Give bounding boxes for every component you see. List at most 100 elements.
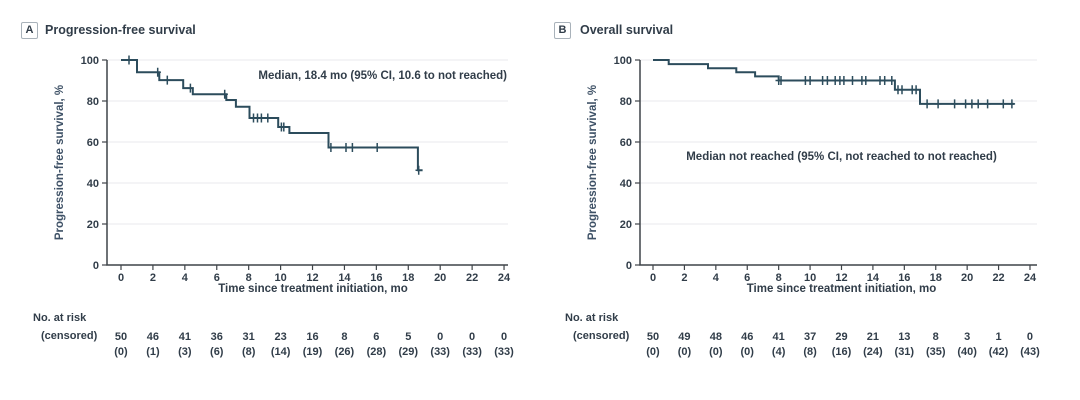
y-tick-label: 0	[626, 260, 632, 272]
panel-b-title: Overall survival	[580, 23, 674, 37]
panel-a-risk-header: No. at risk	[33, 312, 87, 324]
censored-count: (24)	[863, 346, 883, 358]
x-tick-label: 18	[402, 272, 414, 284]
x-tick-label: 2	[681, 272, 687, 284]
censored-count: (33)	[494, 346, 514, 358]
censor-mark	[984, 99, 991, 109]
censor-mark	[342, 143, 350, 152]
censored-count: (26)	[335, 346, 355, 358]
censor-mark	[327, 143, 335, 152]
panel-b-censored-header: (censored)	[573, 330, 630, 342]
y-tick-label: 20	[620, 219, 632, 231]
censor-mark	[806, 76, 814, 85]
panel-a-median-annotation: Median, 18.4 mo (95% CI, 10.6 to not rea…	[258, 70, 507, 82]
at-risk-count: 3	[964, 331, 970, 343]
x-tick-label: 8	[246, 272, 252, 284]
x-tick-label: 6	[214, 272, 220, 284]
censor-mark	[280, 122, 287, 132]
censored-count: (8)	[242, 346, 256, 358]
panel-b-x-axis-label: Time since treatment initiation, mo	[746, 283, 937, 295]
censor-mark	[951, 99, 958, 109]
censor-mark	[824, 76, 831, 85]
at-risk-count: 8	[341, 331, 347, 343]
censored-count: (0)	[678, 346, 692, 358]
panel-b-risk-header: No. at risk	[565, 312, 619, 324]
censor-mark	[221, 89, 228, 99]
at-risk-count: 13	[898, 331, 910, 343]
censored-count: (8)	[803, 346, 817, 358]
panel-a-axes	[106, 60, 508, 266]
censor-mark	[898, 85, 906, 95]
panel-b-survival-curve	[653, 59, 1015, 105]
at-risk-count: 41	[773, 331, 785, 343]
censor-mark	[962, 99, 969, 109]
at-risk-count: 23	[274, 331, 286, 343]
at-risk-count: 21	[867, 331, 879, 343]
censor-mark	[164, 75, 171, 85]
x-tick-label: 4	[182, 272, 189, 284]
censor-mark	[923, 99, 931, 109]
panel-b-median-annotation: Median not reached (95% CI, not reached …	[686, 151, 997, 163]
at-risk-count: 46	[741, 331, 753, 343]
panel-a-label: A	[21, 22, 38, 39]
x-tick-label: 18	[930, 272, 942, 284]
y-tick-label: 40	[87, 178, 99, 190]
censored-count: (19)	[303, 346, 323, 358]
at-risk-count: 5	[405, 331, 411, 343]
at-risk-count: 0	[437, 331, 443, 343]
at-risk-count: 46	[147, 331, 159, 343]
at-risk-count: 6	[373, 331, 379, 343]
panel-a-y-axis-label: Progression-free survival, %	[54, 84, 66, 241]
censor-mark	[888, 76, 895, 85]
at-risk-count: 31	[243, 331, 255, 343]
censor-mark	[912, 85, 920, 95]
x-tick-label: 22	[992, 272, 1004, 284]
censored-count: (14)	[271, 346, 291, 358]
x-tick-label: 10	[804, 272, 816, 284]
x-tick-label: 12	[306, 272, 318, 284]
censored-count: (3)	[178, 346, 192, 358]
x-tick-label: 0	[118, 272, 124, 284]
y-tick-label: 80	[87, 96, 99, 108]
panel-a-censored-header: (censored)	[41, 330, 98, 342]
y-tick-label: 100	[614, 55, 632, 67]
censor-mark	[862, 76, 869, 85]
censored-count: (35)	[926, 346, 946, 358]
x-tick-label: 4	[713, 272, 720, 284]
censor-mark	[840, 76, 848, 85]
at-risk-count: 8	[933, 331, 939, 343]
censored-count: (0)	[741, 346, 755, 358]
censored-count: (43)	[1020, 346, 1040, 358]
censored-count: (33)	[462, 346, 482, 358]
at-risk-count: 16	[306, 331, 318, 343]
censored-count: (1)	[146, 346, 160, 358]
panel-a-survival-curve	[121, 59, 423, 172]
censored-count: (40)	[957, 346, 977, 358]
x-tick-label: 22	[466, 272, 478, 284]
censor-mark	[1008, 99, 1016, 109]
x-tick-label: 2	[150, 272, 156, 284]
panel-b-label: B	[554, 22, 571, 39]
x-tick-label: 8	[776, 272, 782, 284]
at-risk-count: 1	[996, 331, 1002, 343]
censor-mark	[349, 143, 356, 152]
x-tick-label: 16	[370, 272, 382, 284]
at-risk-count: 0	[469, 331, 475, 343]
y-tick-label: 100	[81, 55, 99, 67]
x-tick-label: 24	[498, 272, 511, 284]
censor-mark	[849, 76, 856, 85]
censor-mark	[975, 99, 982, 109]
at-risk-count: 50	[647, 331, 659, 343]
censor-mark	[154, 67, 161, 77]
at-risk-count: 29	[835, 331, 847, 343]
y-tick-label: 60	[87, 137, 99, 149]
censored-count: (4)	[772, 346, 786, 358]
censored-count: (29)	[398, 346, 418, 358]
x-tick-label: 20	[961, 272, 973, 284]
censor-mark	[968, 99, 976, 109]
censor-mark	[415, 165, 422, 175]
censor-mark	[125, 55, 133, 65]
censor-mark	[881, 76, 888, 85]
